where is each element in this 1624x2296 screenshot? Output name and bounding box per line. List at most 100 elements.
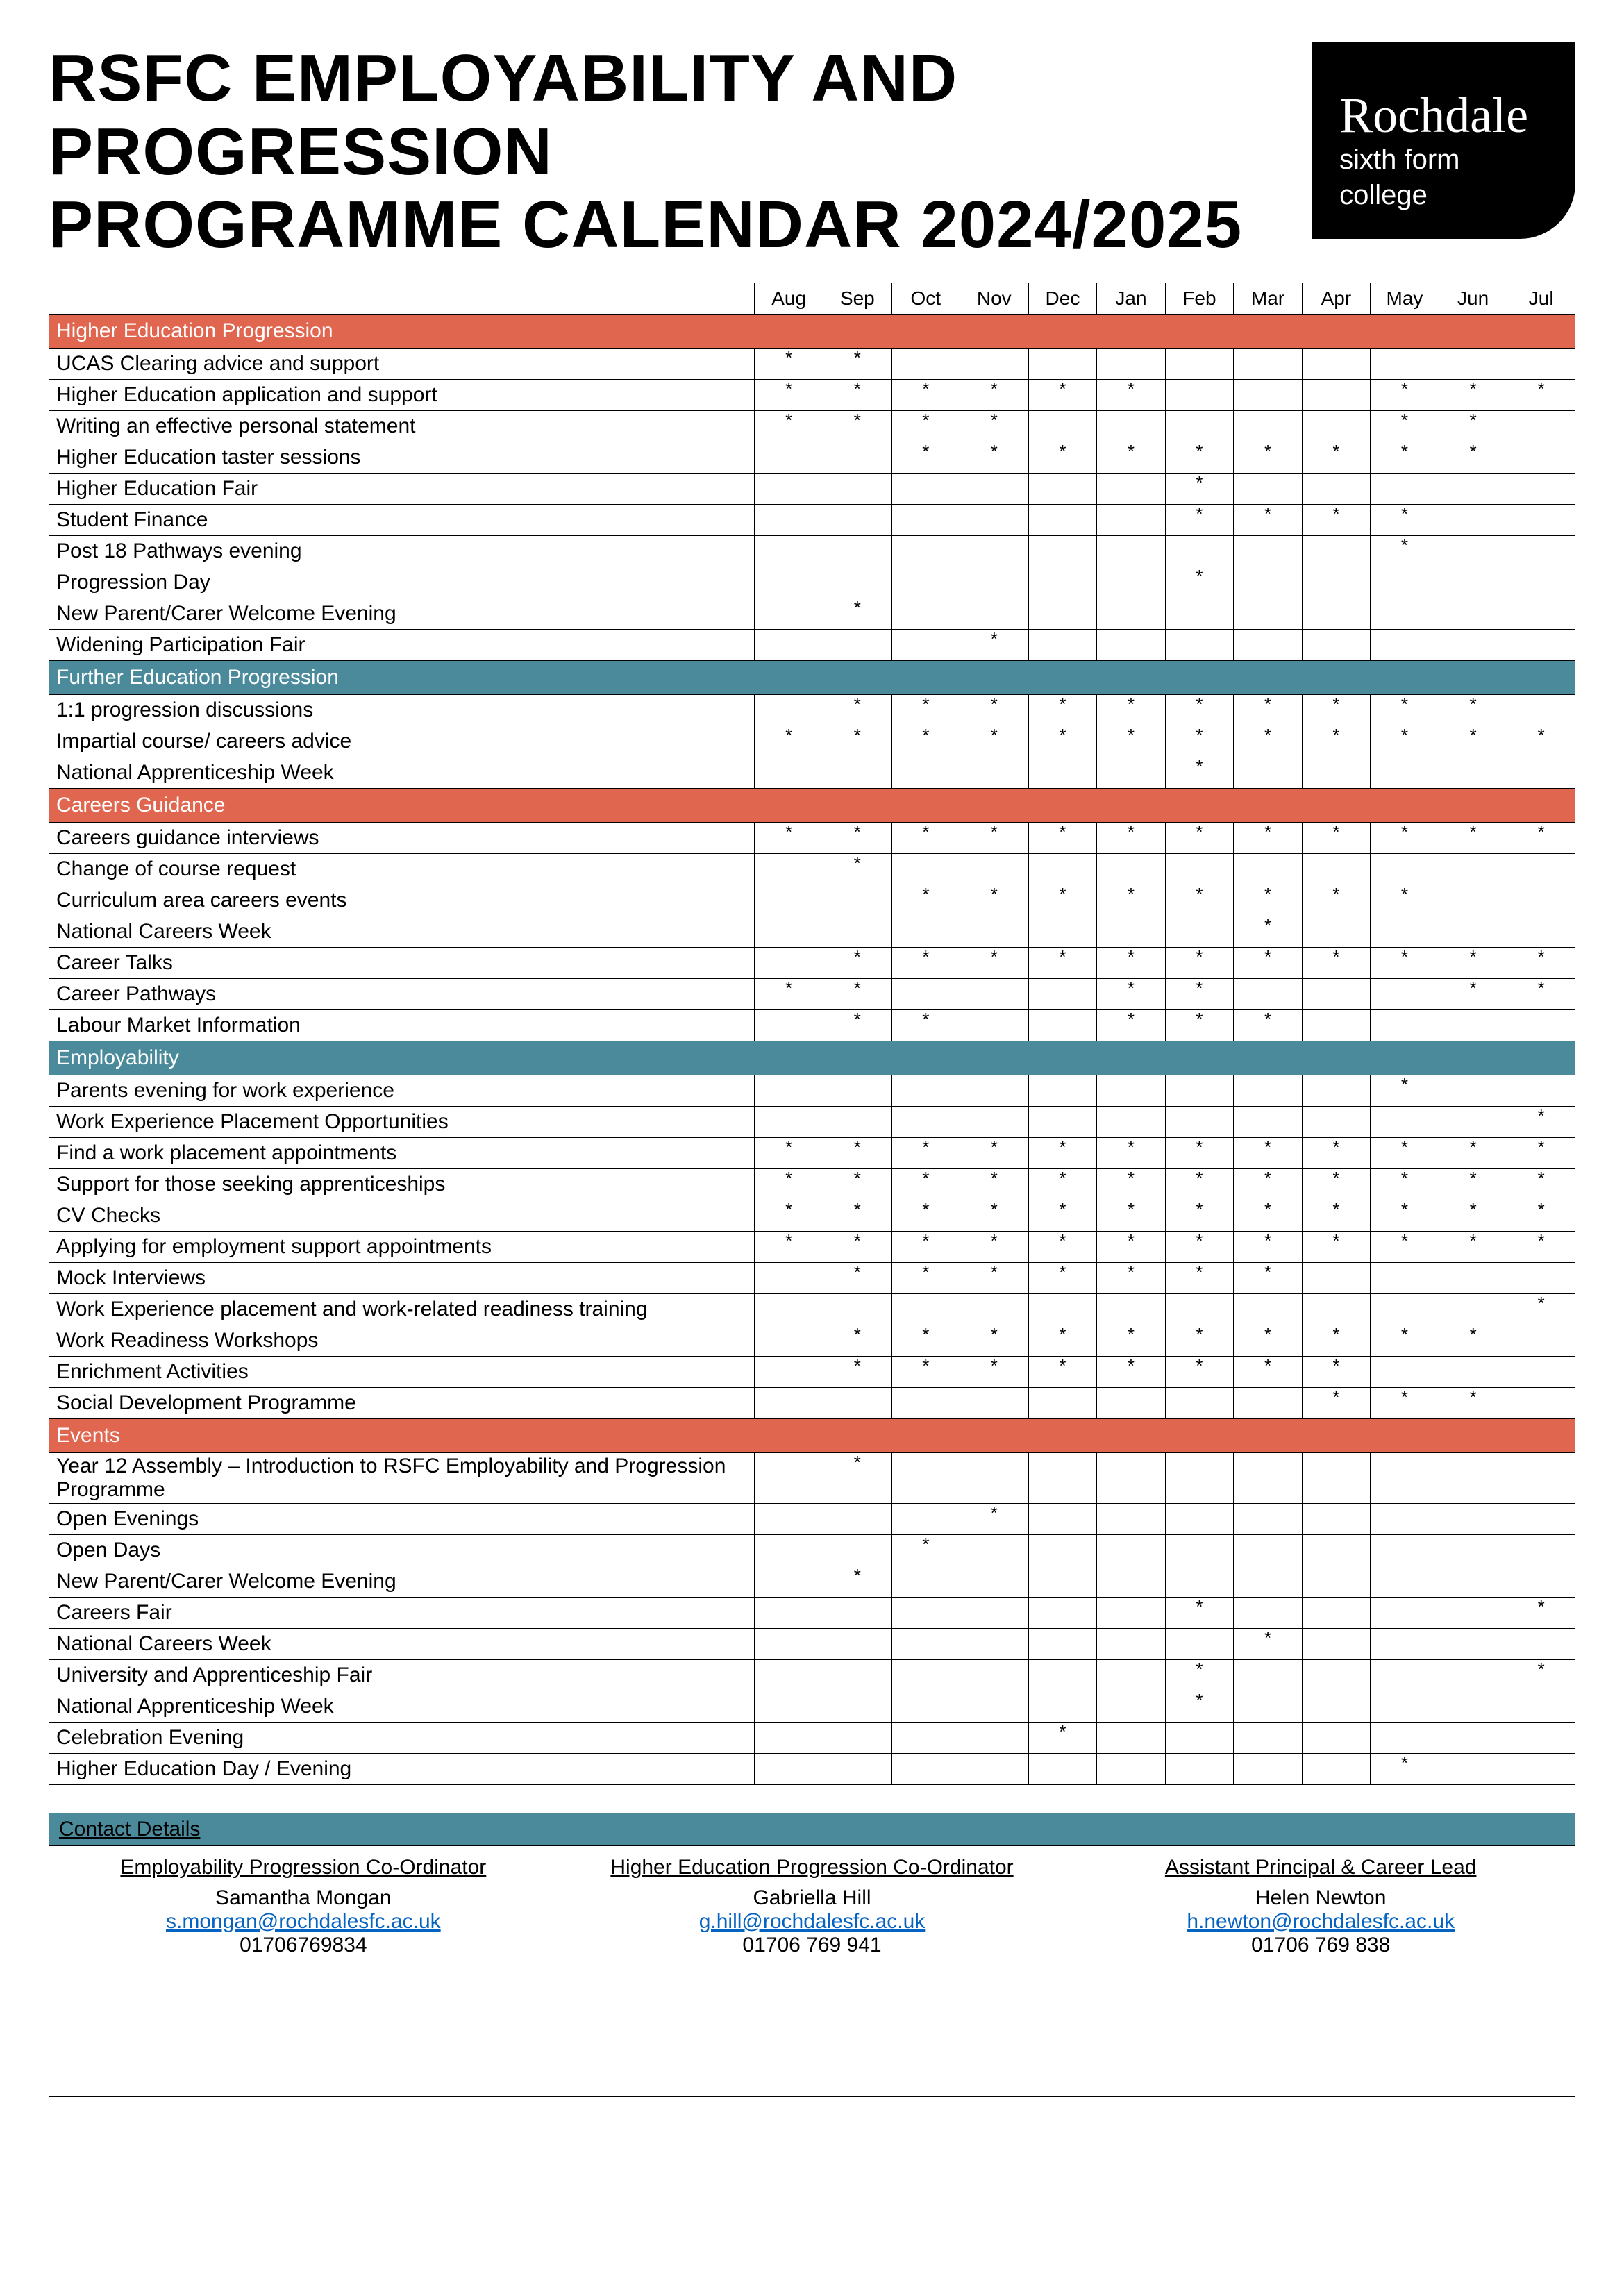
calendar-cell [1439, 504, 1507, 535]
calendar-cell: * [823, 1452, 892, 1503]
table-row: Parents evening for work experience* [49, 1075, 1575, 1106]
calendar-cell [755, 1262, 823, 1293]
calendar-cell: * [1507, 822, 1575, 853]
calendar-cell: * [1371, 442, 1439, 473]
calendar-cell: * [1439, 1387, 1507, 1418]
calendar-cell [1165, 916, 1234, 947]
calendar-cell: * [1028, 1231, 1097, 1262]
calendar-cell [960, 978, 1028, 1009]
calendar-cell [1371, 567, 1439, 598]
table-row: Year 12 Assembly – Introduction to RSFC … [49, 1452, 1575, 1503]
calendar-cell [823, 504, 892, 535]
calendar-cell [1165, 348, 1234, 379]
month-header: Jan [1097, 283, 1165, 314]
calendar-cell: * [891, 1200, 960, 1231]
calendar-cell: * [1371, 694, 1439, 726]
contact-email-link[interactable]: h.newton@rochdalesfc.ac.uk [1187, 1910, 1455, 1933]
calendar-cell [891, 535, 960, 567]
table-row: New Parent/Carer Welcome Evening* [49, 1566, 1575, 1597]
activity-label: Higher Education Day / Evening [49, 1753, 755, 1784]
calendar-cell [891, 1452, 960, 1503]
calendar-cell [1439, 916, 1507, 947]
calendar-cell: * [1165, 1597, 1234, 1628]
calendar-cell [1165, 1722, 1234, 1753]
calendar-cell: * [1439, 1137, 1507, 1168]
activity-label: Career Talks [49, 947, 755, 978]
month-header: Jul [1507, 283, 1575, 314]
calendar-cell: * [823, 1137, 892, 1168]
calendar-cell [1165, 1293, 1234, 1325]
month-header: Mar [1234, 283, 1303, 314]
calendar-cell: * [823, 379, 892, 410]
calendar-cell [1507, 694, 1575, 726]
calendar-cell [960, 757, 1028, 788]
activity-label: Work Experience Placement Opportunities [49, 1106, 755, 1137]
month-header: Jun [1439, 283, 1507, 314]
calendar-cell [755, 1106, 823, 1137]
calendar-cell [1439, 853, 1507, 885]
table-row: New Parent/Carer Welcome Evening* [49, 598, 1575, 629]
calendar-cell: * [1507, 978, 1575, 1009]
calendar-cell [1028, 1566, 1097, 1597]
calendar-cell: * [1507, 947, 1575, 978]
calendar-cell: * [823, 1009, 892, 1041]
section-header: Further Education Progression [49, 660, 1575, 694]
table-row: UCAS Clearing advice and support** [49, 348, 1575, 379]
calendar-cell: * [1165, 1200, 1234, 1231]
calendar-cell: * [1439, 978, 1507, 1009]
calendar-cell [1507, 535, 1575, 567]
activity-label: Curriculum area careers events [49, 885, 755, 916]
calendar-cell [1507, 853, 1575, 885]
calendar-cell [1097, 473, 1165, 504]
calendar-cell [755, 1722, 823, 1753]
calendar-cell [1302, 1262, 1370, 1293]
calendar-cell: * [1165, 885, 1234, 916]
calendar-cell: * [1165, 442, 1234, 473]
calendar-cell [1097, 1387, 1165, 1418]
calendar-cell: * [1507, 726, 1575, 757]
calendar-cell [1097, 1503, 1165, 1534]
contact-email-link[interactable]: s.mongan@rochdalesfc.ac.uk [166, 1910, 441, 1933]
calendar-cell [1302, 1566, 1370, 1597]
calendar-cell [1507, 1566, 1575, 1597]
calendar-cell: * [1302, 822, 1370, 853]
calendar-cell: * [755, 410, 823, 442]
calendar-cell [1234, 1503, 1303, 1534]
contact-email-link[interactable]: g.hill@rochdalesfc.ac.uk [699, 1910, 926, 1933]
calendar-cell [1302, 1628, 1370, 1659]
calendar-cell: * [1234, 442, 1303, 473]
calendar-cell [1165, 410, 1234, 442]
calendar-cell [823, 1075, 892, 1106]
calendar-cell [1234, 757, 1303, 788]
table-row: Higher Education application and support… [49, 379, 1575, 410]
calendar-cell [1165, 1628, 1234, 1659]
calendar-cell [1234, 1566, 1303, 1597]
month-header: Oct [891, 283, 960, 314]
month-header: Dec [1028, 283, 1097, 314]
calendar-cell [1302, 1753, 1370, 1784]
calendar-cell [1371, 1503, 1439, 1534]
calendar-cell [1097, 1628, 1165, 1659]
calendar-cell: * [960, 1503, 1028, 1534]
calendar-cell: * [960, 1325, 1028, 1356]
calendar-cell: * [1439, 726, 1507, 757]
calendar-cell [891, 1106, 960, 1137]
calendar-cell: * [1371, 504, 1439, 535]
calendar-cell [1507, 504, 1575, 535]
calendar-cell [1302, 1722, 1370, 1753]
calendar-cell [1507, 1387, 1575, 1418]
calendar-cell: * [891, 822, 960, 853]
calendar-cell [1302, 1691, 1370, 1722]
calendar-cell [1371, 348, 1439, 379]
calendar-cell [1028, 348, 1097, 379]
table-row: Social Development Programme*** [49, 1387, 1575, 1418]
calendar-cell [1439, 473, 1507, 504]
calendar-cell [1234, 1293, 1303, 1325]
calendar-cell [891, 348, 960, 379]
calendar-cell [960, 1691, 1028, 1722]
college-logo: Rochdale sixth form college [1312, 42, 1575, 239]
calendar-cell: * [823, 1262, 892, 1293]
calendar-cell [1165, 379, 1234, 410]
calendar-cell [1439, 1009, 1507, 1041]
calendar-cell: * [1439, 822, 1507, 853]
